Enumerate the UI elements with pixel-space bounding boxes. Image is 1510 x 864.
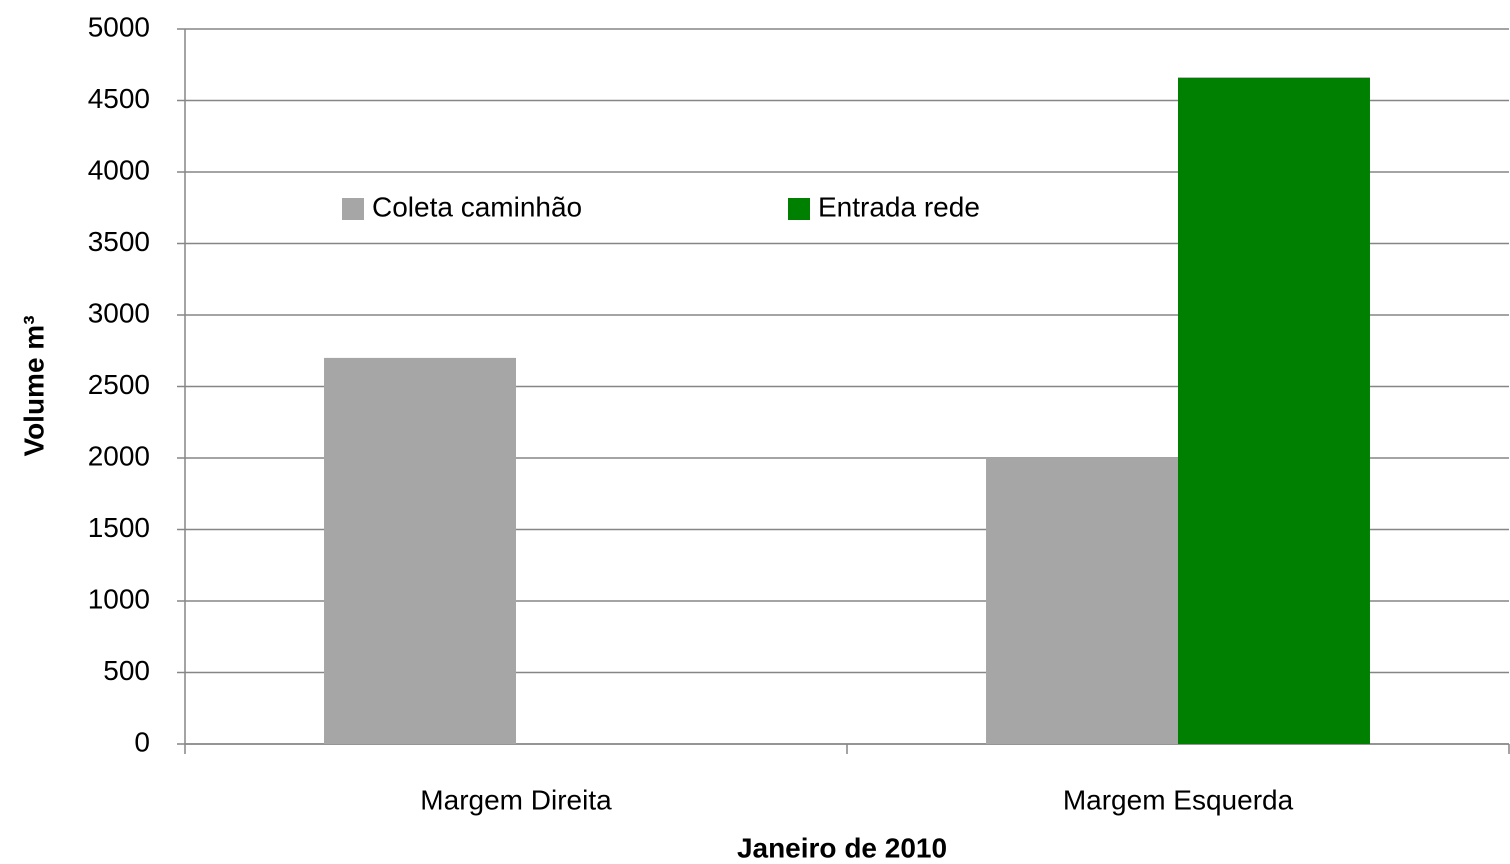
legend-swatch [342,198,364,220]
x-tick-label: Margem Direita [420,784,612,815]
y-tick-label: 0 [134,726,150,757]
y-tick-label: 4500 [88,83,150,114]
x-axis-title: Janeiro de 2010 [737,832,947,863]
bar [324,357,516,744]
y-tick-label: 3000 [88,297,150,328]
bar [986,458,1178,744]
y-tick-label: 5000 [88,11,150,42]
y-tick-label: 1500 [88,512,150,543]
legend-label: Coleta caminhão [372,191,582,222]
y-tick-label: 2500 [88,369,150,400]
y-tick-label: 1000 [88,583,150,614]
y-axis-title: Volume m³ [18,315,49,456]
y-tick-label: 2000 [88,440,150,471]
y-tick-label: 4000 [88,154,150,185]
legend-label: Entrada rede [818,191,980,222]
y-tick-label: 3500 [88,226,150,257]
bar [1178,77,1370,745]
x-tick-label: Margem Esquerda [1063,784,1294,815]
y-tick-label: 500 [103,655,150,686]
legend-swatch [788,198,810,220]
